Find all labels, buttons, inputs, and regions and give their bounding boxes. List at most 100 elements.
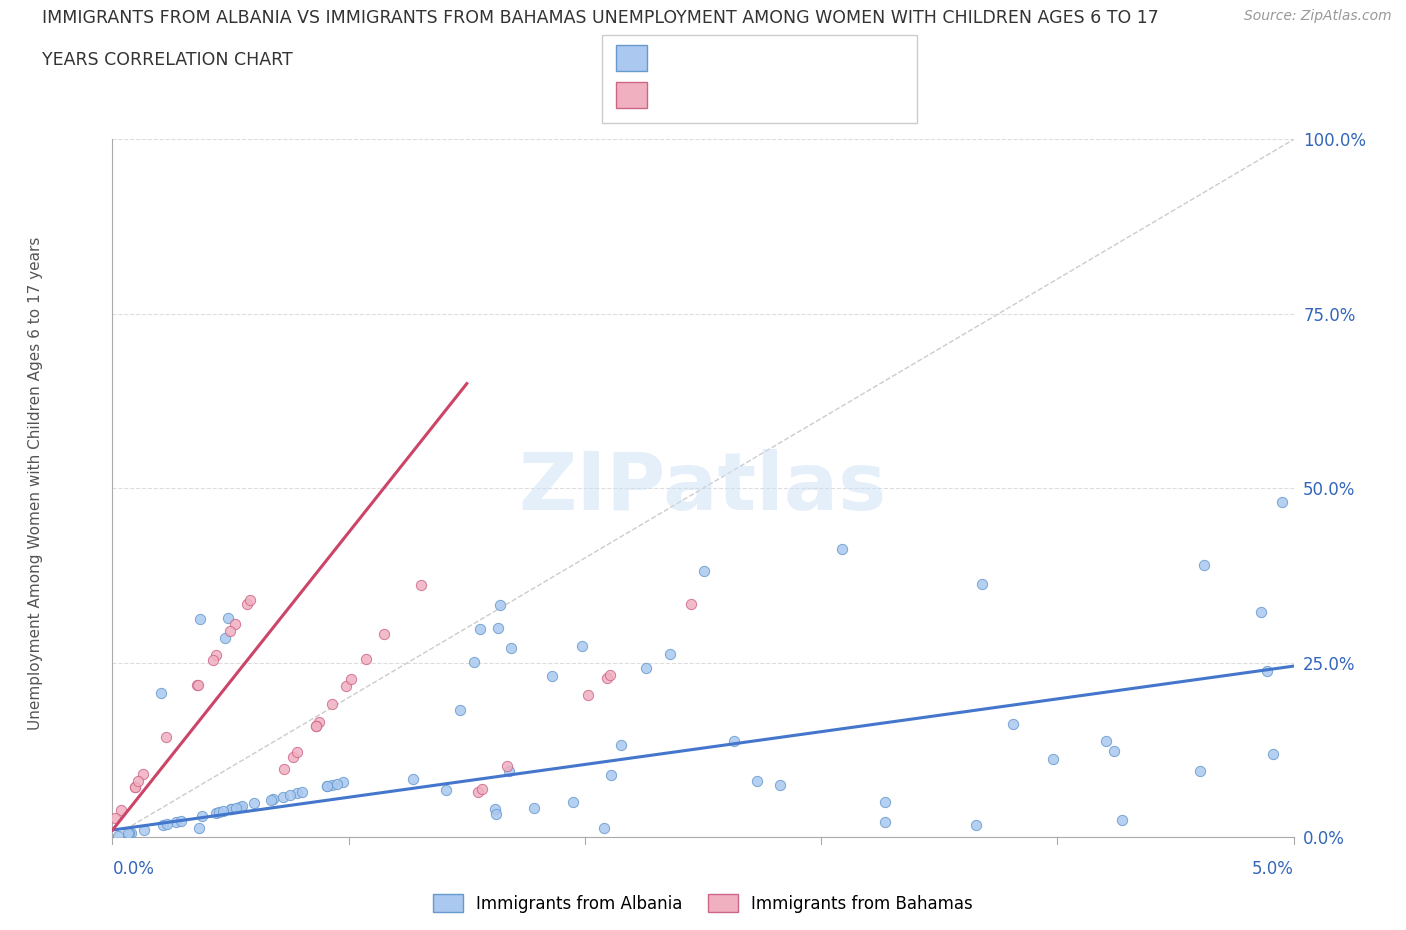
Point <box>186 678 208 693</box>
Point <box>599 668 621 683</box>
Point <box>340 671 363 686</box>
Point <box>308 714 330 729</box>
Point <box>156 817 179 831</box>
Point <box>571 638 593 653</box>
Point <box>273 790 295 804</box>
Point <box>658 646 681 661</box>
Point <box>321 697 343 711</box>
Text: ZIPatlas: ZIPatlas <box>519 449 887 527</box>
Point <box>225 801 247 816</box>
Point <box>107 829 129 844</box>
Point <box>1188 764 1211 778</box>
Point <box>596 671 619 685</box>
Point <box>273 762 295 777</box>
Point <box>523 801 546 816</box>
Point <box>471 781 494 796</box>
Point <box>326 777 349 791</box>
Point <box>747 774 769 789</box>
Point <box>117 826 139 841</box>
Text: IMMIGRANTS FROM ALBANIA VS IMMIGRANTS FROM BAHAMAS UNEMPLOYMENT AMONG WOMEN WITH: IMMIGRANTS FROM ALBANIA VS IMMIGRANTS FR… <box>42 9 1159 27</box>
Point <box>190 612 212 627</box>
Point <box>205 805 228 820</box>
Point <box>149 686 172 701</box>
Point <box>1271 495 1294 510</box>
Point <box>291 785 314 800</box>
Point <box>1042 751 1064 766</box>
Point <box>769 777 792 792</box>
Point <box>970 577 993 591</box>
Point <box>262 791 284 806</box>
Point <box>501 640 523 655</box>
Point <box>875 815 897 830</box>
Point <box>316 778 339 793</box>
Point <box>118 826 141 841</box>
Point <box>488 598 510 613</box>
Point <box>1192 558 1215 573</box>
Point <box>205 647 228 662</box>
Text: Source: ZipAtlas.com: Source: ZipAtlas.com <box>1244 9 1392 23</box>
Point <box>467 785 489 800</box>
Point <box>540 669 562 684</box>
Point <box>219 624 242 639</box>
Point <box>1001 716 1024 731</box>
Point <box>449 703 471 718</box>
Point <box>283 750 305 764</box>
Point <box>484 801 506 816</box>
Point <box>965 817 987 832</box>
Point <box>332 775 354 790</box>
Point <box>496 759 519 774</box>
Point <box>191 808 214 823</box>
Point <box>693 564 716 578</box>
Point <box>1256 663 1278 678</box>
Point <box>498 764 520 778</box>
Point <box>104 811 127 826</box>
Point <box>243 796 266 811</box>
Point <box>131 766 153 781</box>
Point <box>259 792 281 807</box>
Point <box>335 678 357 693</box>
Point <box>463 654 485 669</box>
Point <box>1250 604 1272 619</box>
Point <box>610 737 633 752</box>
Point <box>875 794 897 809</box>
Point <box>165 815 187 830</box>
Point <box>132 822 155 837</box>
Point <box>354 652 377 667</box>
Point <box>634 660 657 675</box>
Point <box>217 610 239 625</box>
Text: YEARS CORRELATION CHART: YEARS CORRELATION CHART <box>42 51 292 69</box>
Point <box>305 718 328 733</box>
Point <box>576 687 599 702</box>
Point <box>679 596 702 611</box>
Point <box>562 794 585 809</box>
Point <box>214 631 236 645</box>
Point <box>592 820 614 835</box>
Point <box>436 782 458 797</box>
Point <box>468 622 491 637</box>
Point <box>124 779 146 794</box>
Point <box>411 578 433 592</box>
Point <box>228 800 250 815</box>
Point <box>201 653 224 668</box>
Point <box>1111 813 1133 828</box>
Point <box>152 817 174 832</box>
Point <box>285 786 308 801</box>
Point <box>169 814 191 829</box>
Point <box>110 803 132 817</box>
Point <box>120 825 142 840</box>
Text: R = 0.356   N = 75: R = 0.356 N = 75 <box>655 48 825 67</box>
Point <box>486 620 509 635</box>
Point <box>127 774 149 789</box>
Point <box>155 729 177 744</box>
Point <box>485 806 508 821</box>
Point <box>1095 734 1118 749</box>
Legend: Immigrants from Albania, Immigrants from Bahamas: Immigrants from Albania, Immigrants from… <box>426 887 980 920</box>
Point <box>219 802 242 817</box>
Point <box>187 677 209 692</box>
Point <box>1261 747 1284 762</box>
Point <box>1102 743 1125 758</box>
Point <box>124 779 146 794</box>
Point <box>187 821 209 836</box>
Point <box>373 627 395 642</box>
Text: 0.0%: 0.0% <box>112 860 155 878</box>
